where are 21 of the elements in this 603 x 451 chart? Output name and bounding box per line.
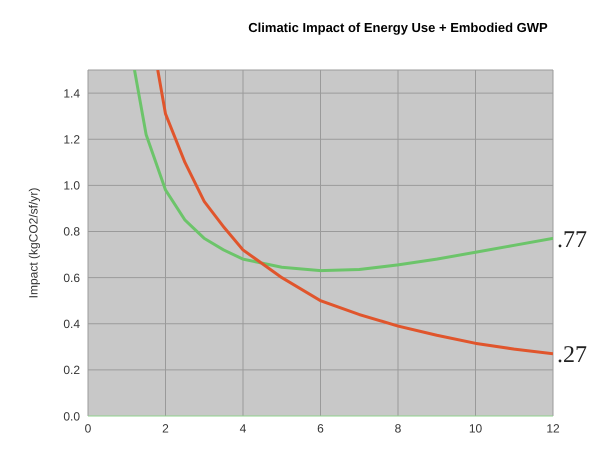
y-tick-label: 0.6 — [63, 270, 80, 285]
x-tick-label: 6 — [317, 422, 324, 436]
y-tick-label: 1.0 — [63, 178, 80, 193]
annotation: .27 — [557, 342, 587, 368]
annotation: .77 — [557, 226, 587, 253]
y-tick-label: 1.4 — [63, 86, 80, 100]
x-tick-label: 12 — [546, 422, 560, 436]
line-series — [156, 70, 553, 356]
y-tick-label: 0.4 — [63, 316, 80, 331]
x-tick-label: 10 — [468, 422, 482, 436]
y-tick-label: 0.8 — [63, 224, 80, 239]
y-tick-label: 1.2 — [63, 132, 80, 146]
x-tick-label: 0 — [84, 422, 92, 436]
x-tick-label: 4 — [240, 422, 247, 436]
chart-title: Climatic Impact of Energy Use + Embodied GWP — [247, 20, 549, 35]
x-tick-label: 8 — [394, 422, 402, 436]
line-series — [133, 70, 553, 272]
x-tick-label: 2 — [162, 422, 170, 436]
y-tick-label: 0.0 — [63, 409, 80, 424]
y-tick-label: 0.2 — [63, 363, 80, 378]
y-axis-title: Impact (kgCO2/sf/yr) — [26, 188, 40, 298]
